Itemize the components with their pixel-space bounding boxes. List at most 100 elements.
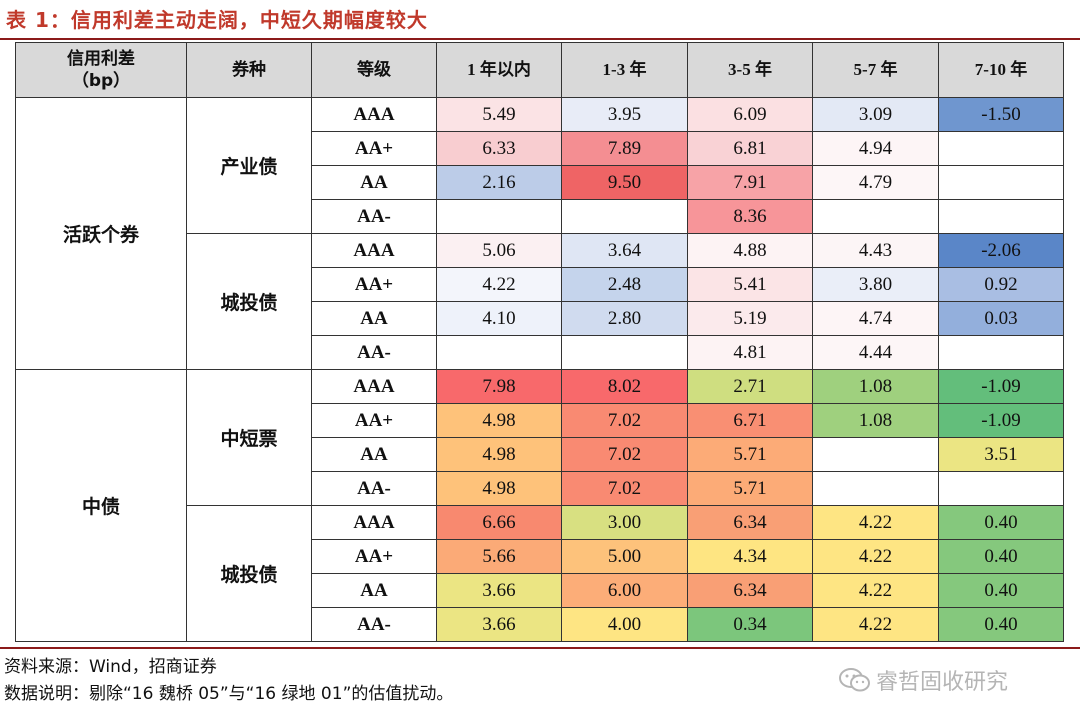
group-label: 活跃个券 — [15, 97, 187, 370]
bond-type-label: 中短票 — [186, 369, 312, 506]
spread-cell: 3.80 — [812, 267, 939, 302]
spread-cell: 1.08 — [812, 369, 939, 404]
spread-cell: 4.00 — [561, 607, 688, 642]
grade-cell: AA+ — [311, 131, 437, 166]
grade-cell: AAA — [311, 97, 437, 132]
spread-cell: 4.22 — [812, 505, 939, 540]
spread-cell: 2.16 — [436, 165, 562, 200]
spread-cell: 7.02 — [561, 471, 688, 506]
grade-cell: AA — [311, 573, 437, 608]
spread-cell: 7.89 — [561, 131, 688, 166]
spread-cell: 5.41 — [687, 267, 813, 302]
source-note: 资料来源：Wind，招商证券 — [4, 657, 217, 677]
spread-cell: 6.81 — [687, 131, 813, 166]
spread-cell: 9.50 — [561, 165, 688, 200]
spread-cell: 7.98 — [436, 369, 562, 404]
spread-cell: 4.81 — [687, 335, 813, 370]
header-tenor-7-10y: 7-10 年 — [938, 42, 1064, 98]
spread-cell: 1.08 — [812, 403, 939, 438]
bond-type-label: 城投债 — [186, 505, 312, 642]
spread-cell: 3.66 — [436, 607, 562, 642]
spread-cell — [561, 199, 688, 234]
spread-cell — [436, 199, 562, 234]
spread-cell: -1.50 — [938, 97, 1064, 132]
header-grade: 等级 — [311, 42, 437, 98]
spread-cell — [938, 335, 1064, 370]
spread-cell: 3.95 — [561, 97, 688, 132]
spread-cell: 0.92 — [938, 267, 1064, 302]
title-rule — [0, 38, 1080, 40]
table-title: 表 1：信用利差主动走阔，中短久期幅度较大 — [6, 8, 428, 32]
header-tenor-5-7y: 5-7 年 — [812, 42, 939, 98]
table-row: AA 4.98 7.02 5.71 3.51 — [16, 437, 1064, 472]
spread-cell: 5.06 — [436, 233, 562, 268]
table-row: AA+ 6.33 7.89 6.81 4.94 — [16, 131, 1064, 166]
spread-cell: 0.40 — [938, 505, 1064, 540]
grade-cell: AA — [311, 165, 437, 200]
spread-cell: 8.02 — [561, 369, 688, 404]
grade-cell: AA — [311, 301, 437, 336]
spread-cell: 4.22 — [812, 573, 939, 608]
spread-cell: 4.22 — [436, 267, 562, 302]
spread-cell: 8.36 — [687, 199, 813, 234]
header-spread-line1: 信用利差 — [67, 49, 135, 69]
watermark-text: 睿哲固收研究 — [876, 670, 1009, 695]
header-tenor-3-5y: 3-5 年 — [687, 42, 813, 98]
watermark: 睿哲固收研究 — [838, 664, 1008, 696]
spread-cell: 6.34 — [687, 505, 813, 540]
spread-cell: 4.79 — [812, 165, 939, 200]
grade-cell: AA+ — [311, 267, 437, 302]
spread-cell — [812, 199, 939, 234]
grade-cell: AA+ — [311, 539, 437, 574]
spread-cell: 4.10 — [436, 301, 562, 336]
spread-cell: 0.40 — [938, 607, 1064, 642]
spread-cell: 4.44 — [812, 335, 939, 370]
grade-cell: AAA — [311, 233, 437, 268]
grade-cell: AAA — [311, 505, 437, 540]
spread-cell: 3.51 — [938, 437, 1064, 472]
wechat-icon — [839, 668, 870, 692]
spread-cell — [938, 199, 1064, 234]
spread-cell: 2.80 — [561, 301, 688, 336]
grade-cell: AA- — [311, 607, 437, 642]
table-row: AA+ 4.22 2.48 5.41 3.80 0.92 — [16, 267, 1064, 302]
spread-cell — [938, 165, 1064, 200]
group-label: 中债 — [15, 369, 187, 642]
spread-cell: 0.34 — [687, 607, 813, 642]
grade-cell: AA- — [311, 471, 437, 506]
spread-cell: 4.98 — [436, 403, 562, 438]
spread-cell: 3.00 — [561, 505, 688, 540]
grade-cell: AA+ — [311, 403, 437, 438]
spread-cell: 6.33 — [436, 131, 562, 166]
table-row: 活跃个券 产业债 AAA 5.49 3.95 6.09 3.09 -1.50 — [15, 97, 1064, 370]
spread-cell: 3.64 — [561, 233, 688, 268]
spread-cell: 5.00 — [561, 539, 688, 574]
spread-cell: 2.48 — [561, 267, 688, 302]
spread-cell: 0.03 — [938, 301, 1064, 336]
grade-cell: AAA — [311, 369, 437, 404]
table-row: AA- 4.98 7.02 5.71 — [16, 471, 1064, 506]
header-spread: 信用利差 （bp） — [15, 42, 187, 98]
spread-cell: 7.02 — [561, 403, 688, 438]
spread-cell — [812, 437, 939, 472]
header-bond-type: 券种 — [186, 42, 312, 98]
footer-rule — [0, 647, 1080, 649]
spread-cell: 3.66 — [436, 573, 562, 608]
spread-cell: 5.19 — [687, 301, 813, 336]
header-spread-line2: （bp） — [71, 71, 131, 91]
spread-cell: 6.71 — [687, 403, 813, 438]
spread-cell: 5.71 — [687, 471, 813, 506]
spread-cell — [561, 335, 688, 370]
spread-cell: 0.40 — [938, 573, 1064, 608]
spread-cell: 4.22 — [812, 607, 939, 642]
spread-cell: 4.74 — [812, 301, 939, 336]
spread-cell: 4.94 — [812, 131, 939, 166]
spread-cell: 3.09 — [812, 97, 939, 132]
spread-cell: 4.98 — [436, 437, 562, 472]
spread-cell: 6.34 — [687, 573, 813, 608]
spread-cell: 4.98 — [436, 471, 562, 506]
table-row: AA 2.16 9.50 7.91 4.79 — [16, 165, 1064, 200]
spread-cell: 5.49 — [436, 97, 562, 132]
bond-type-label: 产业债 — [186, 97, 312, 234]
table-row: AA- 4.81 4.44 — [16, 335, 1064, 370]
